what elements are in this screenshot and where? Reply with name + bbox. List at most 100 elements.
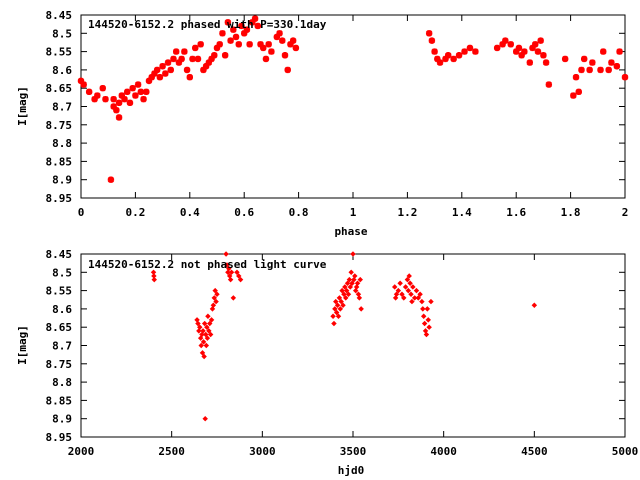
phased-data-point — [183, 66, 191, 74]
unphased-data-point — [426, 324, 432, 330]
unphased-data-point — [354, 280, 361, 287]
unphased-data-point — [397, 280, 403, 287]
phased-data-point — [121, 95, 128, 103]
phased-data-point — [159, 63, 166, 70]
unphased-data-point — [342, 284, 348, 290]
unphased-data-point — [401, 295, 407, 301]
phased-data-point — [151, 70, 158, 77]
unphased-data-point — [213, 298, 219, 305]
unphased-data-point — [404, 276, 411, 283]
phased-data-point — [118, 92, 125, 99]
phased-data-point — [534, 48, 542, 55]
unphased-plot-ylabel: I[mag] — [16, 325, 29, 365]
unphased-data-point — [203, 331, 209, 338]
phased-data-point — [143, 88, 150, 96]
phased-xtick-label: 1.8 — [561, 206, 581, 219]
unphased-data-point — [410, 284, 416, 290]
unphased-data-point — [531, 302, 538, 308]
phased-data-point — [221, 52, 229, 59]
unphased-data-point — [417, 291, 423, 297]
unphased-data-point — [424, 306, 431, 312]
phased-data-point — [192, 44, 199, 52]
unphased-data-point — [230, 295, 237, 301]
phased-data-point — [94, 92, 101, 99]
phased-xtick-label: 1 — [350, 206, 357, 219]
phased-data-point — [251, 15, 259, 22]
unphased-data-point — [358, 306, 364, 312]
phased-xtick-label: 0.6 — [234, 206, 254, 219]
phased-data-point — [513, 48, 520, 55]
unphased-data-point — [349, 280, 355, 287]
unphased-data-point — [411, 295, 418, 301]
unphased-ytick-label: 8.9 — [52, 413, 72, 426]
phased-data-point — [208, 55, 215, 63]
phased-data-point — [140, 95, 147, 103]
unphased-data-point — [352, 273, 358, 279]
unphased-data-point — [405, 287, 412, 294]
phased-data-point — [115, 114, 123, 121]
phased-data-point — [110, 103, 117, 110]
phased-xtick-label: 1.2 — [397, 206, 417, 219]
phased-data-point — [589, 59, 596, 66]
phased-data-point — [287, 41, 294, 48]
phased-data-point — [466, 44, 474, 52]
phased-plot-marks — [77, 15, 629, 183]
unphased-data-point — [391, 284, 398, 290]
unphased-ytick-label: 8.85 — [46, 394, 73, 407]
unphased-data-point — [206, 328, 212, 334]
phased-ytick-label: 8.9 — [52, 174, 72, 187]
phased-data-point — [197, 41, 204, 48]
phased-data-point — [202, 63, 210, 70]
phased-data-point — [186, 74, 193, 81]
unphased-data-point — [197, 335, 204, 341]
phased-data-point — [529, 44, 536, 52]
phased-data-point — [461, 48, 468, 55]
phased-data-point — [167, 66, 174, 74]
phased-data-point — [268, 48, 275, 55]
phased-ytick-label: 8.6 — [52, 64, 72, 77]
unphased-data-point — [420, 313, 427, 319]
phased-data-point — [273, 33, 281, 41]
phased-data-point — [605, 66, 612, 74]
phased-xtick-label: 0 — [78, 206, 85, 219]
phased-data-point — [77, 77, 85, 85]
phased-data-point — [181, 48, 188, 55]
phased-data-point — [455, 52, 463, 59]
unphased-data-point — [212, 287, 218, 294]
unphased-data-point — [392, 295, 399, 301]
phased-data-point — [205, 59, 213, 66]
unphased-data-point — [209, 306, 216, 312]
phased-data-point — [102, 95, 109, 103]
unphased-data-point — [420, 306, 426, 312]
unphased-data-point — [151, 276, 157, 283]
phased-data-point — [200, 66, 207, 74]
unphased-plot-marks — [150, 251, 538, 422]
unphased-data-point — [343, 287, 350, 294]
unphased-data-point — [199, 350, 206, 356]
unphased-data-point — [345, 291, 352, 297]
phased-data-point — [164, 59, 172, 66]
phased-data-point — [532, 41, 539, 48]
phased-data-point — [292, 44, 300, 52]
unphased-data-point — [237, 276, 244, 283]
unphased-data-point — [352, 287, 359, 294]
phased-data-point — [227, 37, 234, 44]
phased-data-point — [537, 37, 544, 44]
phased-data-point — [445, 52, 452, 59]
phased-data-point — [428, 37, 436, 44]
unphased-ytick-label: 8.45 — [46, 248, 73, 261]
unphased-data-point — [207, 331, 214, 338]
unphased-data-point — [236, 273, 242, 279]
unphased-data-point — [332, 306, 338, 312]
unphased-data-point — [197, 324, 203, 330]
phased-data-point — [126, 99, 134, 107]
phased-data-point — [107, 176, 115, 183]
phased-data-point — [219, 30, 226, 37]
phased-data-point — [132, 92, 139, 99]
phased-data-point — [289, 37, 297, 44]
phased-xtick-label: 1.4 — [452, 206, 472, 219]
unphased-data-point — [341, 291, 347, 297]
unphased-data-point — [399, 291, 405, 297]
phased-data-point — [156, 74, 164, 81]
phased-data-point — [91, 95, 98, 103]
